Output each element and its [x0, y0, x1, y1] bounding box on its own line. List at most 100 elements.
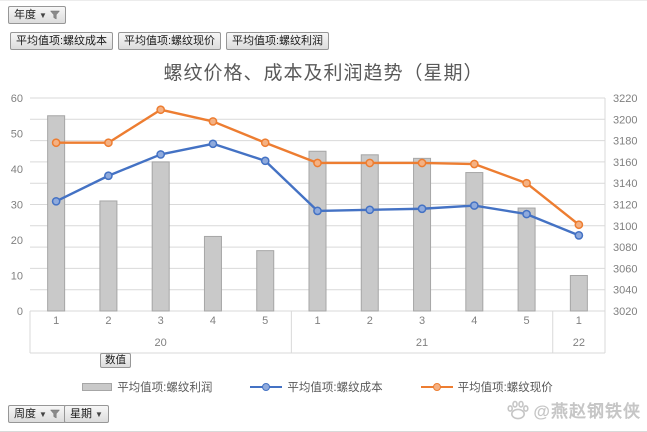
marker — [574, 220, 584, 230]
chevron-down-icon: ▼ — [39, 10, 47, 20]
axis-tick-label: 40 — [11, 164, 23, 176]
week-label: 1 — [53, 315, 59, 327]
bar — [47, 115, 66, 312]
marker — [104, 138, 113, 148]
marker — [365, 205, 375, 215]
value-field-button-profit[interactable]: 平均值项:螺纹利润 — [226, 32, 330, 50]
legend-marker — [432, 383, 441, 391]
week-label: 4 — [471, 315, 477, 327]
watermark: @燕赵钢铁侠 — [506, 397, 641, 422]
marker — [574, 231, 584, 240]
chevron-down-icon: ▼ — [39, 409, 47, 419]
axis-tick-label: 50 — [11, 129, 23, 141]
week-field-label: 周度 — [14, 407, 36, 420]
week-label: 2 — [367, 315, 373, 327]
bar — [569, 275, 588, 312]
paw-icon — [507, 400, 530, 419]
values-axis-button[interactable]: 数值 — [100, 353, 131, 368]
week-type-field-button[interactable]: 星期 ▼ — [64, 405, 109, 423]
bar — [151, 161, 170, 312]
axis-tick-label: 3220 — [613, 93, 637, 105]
chart-title: 螺纹价格、成本及利润趋势（星期） — [163, 63, 484, 84]
legend-label: 平均值项:螺纹利润 — [117, 382, 213, 394]
legend-item: 平均值项:螺纹现价 — [420, 379, 553, 395]
legend: 平均值项:螺纹利润 平均值项:螺纹成本 平均值项:螺纹现价 — [30, 379, 605, 395]
week-label: 5 — [524, 315, 530, 327]
axis-tick-label: 3160 — [613, 157, 637, 169]
value-field-button-cost[interactable]: 平均值项:螺纹成本 — [10, 32, 114, 50]
year-field-button[interactable]: 年度 ▼ — [8, 6, 66, 24]
line-series — [51, 139, 584, 240]
axis-tick-label: 3100 — [613, 221, 637, 233]
marker — [522, 178, 531, 188]
week-label: 5 — [262, 315, 268, 327]
axis-tick-label: 3200 — [613, 114, 637, 126]
legend-line-swatch — [250, 382, 283, 392]
marker — [417, 204, 427, 214]
year-label: 21 — [416, 337, 428, 349]
bar — [256, 250, 275, 312]
legend-label: 平均值项:螺纹现价 — [457, 382, 553, 394]
marker — [313, 158, 322, 168]
bar — [99, 200, 118, 312]
axis-tick-label: 10 — [11, 271, 23, 283]
marker — [51, 138, 61, 148]
week-label: 1 — [314, 315, 320, 327]
week-label: 3 — [419, 315, 425, 327]
line-series — [51, 105, 584, 230]
axis-tick-label: 0 — [17, 306, 23, 318]
marker — [469, 201, 479, 210]
value-field-label: 平均值项:螺纹成本 — [16, 34, 108, 47]
value-field-button-price[interactable]: 平均值项:螺纹现价 — [118, 32, 222, 50]
axis-tick-label: 3120 — [613, 200, 637, 212]
category-axis: 1 2 3 4 5 20 1 2 3 4 5 21 1 22 — [29, 311, 606, 354]
week-label: 4 — [210, 315, 216, 327]
axis-tick-label: 60 — [11, 93, 23, 105]
week-label: 3 — [158, 315, 164, 327]
axis-tick-label: 3180 — [613, 136, 637, 148]
marker — [417, 158, 427, 168]
chevron-down-icon: ▼ — [95, 409, 103, 419]
bar — [517, 207, 536, 312]
bar — [413, 157, 432, 312]
marker — [156, 150, 166, 159]
marker — [156, 105, 166, 115]
week-field-button[interactable]: 周度 ▼ — [8, 405, 66, 423]
bar — [308, 150, 327, 312]
axis-tick-label: 20 — [11, 235, 23, 247]
axis-tick-label: 3040 — [613, 285, 637, 297]
marker — [208, 117, 218, 126]
year-label: 20 — [155, 337, 167, 349]
marker — [51, 196, 61, 206]
week-label: 1 — [576, 315, 582, 327]
bar — [203, 235, 222, 312]
bar — [465, 172, 484, 312]
bar-series — [47, 115, 588, 312]
marker — [313, 206, 322, 216]
value-field-label: 平均值项:螺纹现价 — [124, 34, 216, 47]
year-label: 22 — [573, 337, 585, 349]
filter-funnel-icon — [49, 409, 60, 419]
filter-funnel-icon — [49, 10, 60, 20]
legend-bar-swatch — [82, 383, 113, 391]
legend-item: 平均值项:螺纹利润 — [82, 379, 212, 395]
week-type-field-label: 星期 — [70, 407, 92, 420]
axis-tick-label: 3140 — [613, 178, 637, 190]
right-axis-labels: 3020 3040 3060 3080 3100 3120 3140 3160 3180 3200… — [613, 93, 637, 318]
bar — [360, 154, 379, 312]
marker — [104, 171, 113, 181]
watermark-text: @燕赵钢铁侠 — [533, 402, 641, 421]
marker — [365, 158, 375, 168]
marker — [469, 159, 479, 169]
axis-tick-label: 3020 — [613, 306, 637, 318]
axis-tick-label: 30 — [11, 200, 23, 212]
axis-tick-label: 3080 — [613, 242, 637, 254]
marker — [260, 156, 270, 166]
value-field-label: 平均值项:螺纹利润 — [232, 34, 324, 47]
legend-item: 平均值项:螺纹成本 — [250, 379, 383, 395]
week-label: 2 — [105, 315, 111, 327]
marker — [208, 139, 218, 149]
axis-tick-label: 3060 — [613, 263, 637, 275]
